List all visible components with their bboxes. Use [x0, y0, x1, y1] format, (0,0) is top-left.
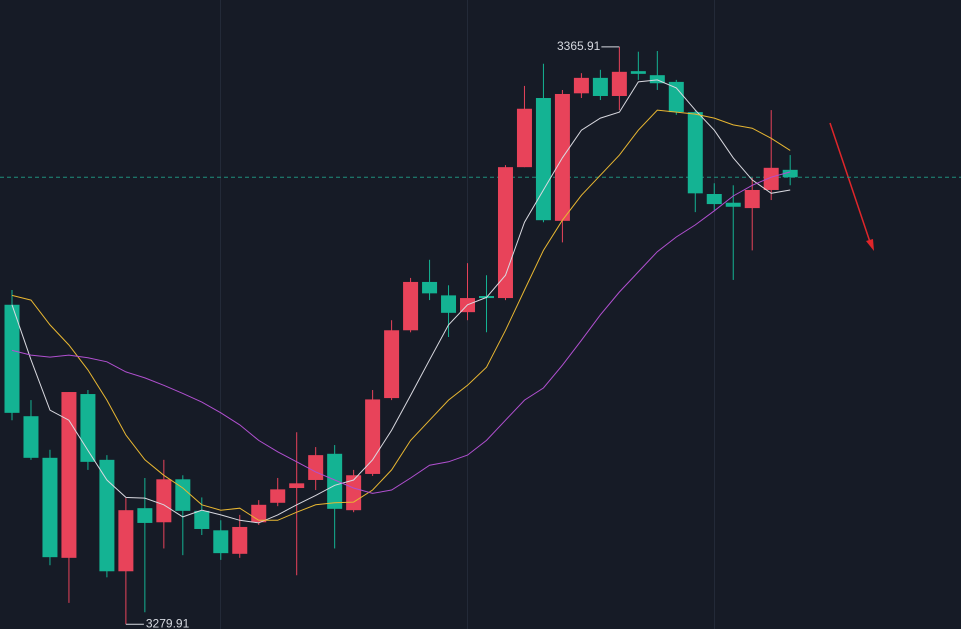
- candle-body: [270, 489, 286, 503]
- candle-body: [80, 394, 96, 462]
- candle-body: [706, 194, 722, 205]
- candle-body: [592, 77, 608, 96]
- ma-line: [11, 109, 791, 521]
- candle-body: [725, 202, 741, 207]
- candle-body: [175, 479, 191, 511]
- candle-body: [516, 108, 532, 168]
- candle-body: [782, 169, 798, 178]
- candle-body: [422, 281, 438, 294]
- candle-body: [763, 167, 779, 190]
- candle-body: [61, 392, 77, 558]
- candle-body: [365, 399, 381, 474]
- candle-body: [611, 71, 627, 96]
- candle-body: [327, 453, 343, 509]
- candle-body: [194, 510, 210, 529]
- candle-body: [156, 479, 172, 523]
- arrow-shaft: [829, 122, 871, 243]
- candle-body: [42, 457, 58, 558]
- candle-body: [403, 281, 419, 331]
- candle-body: [137, 508, 153, 523]
- candle-body: [535, 98, 551, 221]
- low-label: 3279.91: [146, 616, 190, 629]
- candle-body: [441, 295, 457, 313]
- ma-line: [11, 79, 791, 524]
- candle-body: [649, 75, 665, 84]
- candle-body: [118, 510, 134, 572]
- ma-line: [11, 171, 791, 494]
- high-label: 3365.91: [557, 39, 601, 53]
- candle-body: [668, 81, 684, 113]
- candle-body: [744, 189, 760, 209]
- candle-body: [630, 71, 646, 74]
- candle-body: [308, 455, 324, 480]
- candle-body: [687, 112, 703, 194]
- candle-body: [23, 416, 39, 458]
- candle-body: [573, 77, 589, 94]
- candle-body: [213, 530, 229, 554]
- trend-arrow: [829, 122, 874, 251]
- candle-body: [497, 167, 513, 299]
- candle-body: [346, 475, 362, 511]
- candle-body: [232, 526, 248, 554]
- arrow-head: [866, 239, 874, 251]
- candle-body: [384, 330, 400, 399]
- candle-body: [251, 504, 267, 523]
- candles: [4, 46, 798, 625]
- candle-body: [99, 459, 115, 572]
- candle-body: [4, 304, 20, 413]
- candle-body: [289, 483, 305, 489]
